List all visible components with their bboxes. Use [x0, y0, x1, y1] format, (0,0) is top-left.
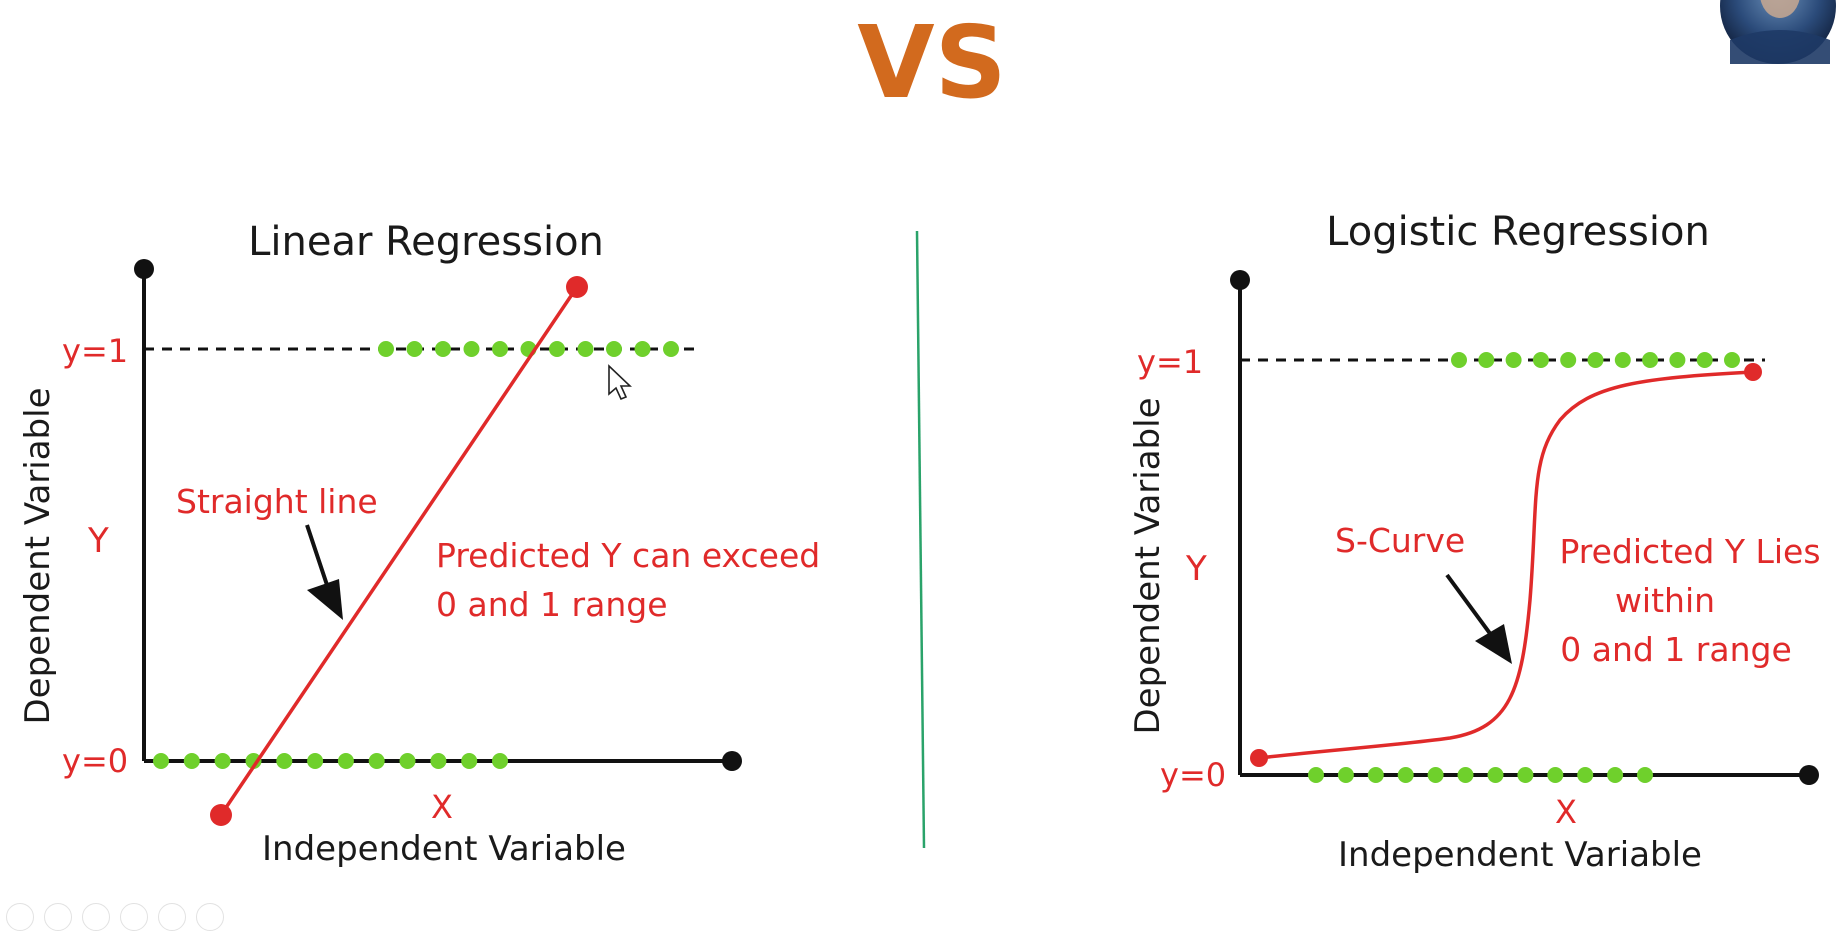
left-note-line2: 0 and 1 range — [436, 585, 668, 624]
right-x-axis-title: Independent Variable — [1338, 835, 1702, 875]
data-point-class1 — [1724, 352, 1740, 368]
left-y0-label: y=0 — [62, 742, 128, 780]
left-x-axis-title: Independent Variable — [262, 829, 626, 869]
control-circle-icon[interactable] — [120, 903, 148, 931]
data-point-class0 — [461, 753, 478, 769]
data-point-class0 — [1577, 767, 1594, 783]
right-note-line3: 0 and 1 range — [1560, 630, 1792, 669]
sigmoid-start-point — [1250, 749, 1268, 767]
data-point-class1 — [1478, 352, 1495, 368]
data-point-class0 — [1308, 767, 1324, 783]
right-y0-label: y=0 — [1160, 756, 1226, 794]
control-circle-icon[interactable] — [82, 903, 110, 931]
data-point-class1 — [1642, 352, 1659, 368]
straight-line-arrow — [305, 524, 343, 620]
left-y-axis-end-dot — [134, 259, 154, 279]
data-point-class0 — [1607, 767, 1624, 783]
linear-regression-line — [219, 286, 579, 816]
control-circle-icon[interactable] — [6, 903, 34, 931]
data-point-class0 — [1337, 767, 1354, 783]
s-curve-label: S-Curve — [1335, 521, 1465, 560]
data-point-class1 — [1614, 352, 1631, 368]
right-class1-points — [1451, 352, 1740, 368]
data-point-class1 — [463, 341, 480, 357]
data-point-class0 — [183, 753, 200, 769]
s-curve-arrow — [1445, 573, 1512, 664]
right-y-axis-end-dot — [1230, 270, 1250, 290]
data-point-class0 — [1637, 767, 1653, 783]
left-y-axis-title: Dependent Variable — [18, 388, 58, 725]
control-circle-icon[interactable] — [158, 903, 186, 931]
control-circle-icon[interactable] — [196, 903, 224, 931]
data-point-class1 — [435, 341, 451, 357]
data-point-class1 — [1505, 352, 1522, 368]
data-point-class0 — [1397, 767, 1414, 783]
center-divider — [915, 230, 926, 849]
right-class0-points — [1308, 767, 1653, 783]
data-point-class1 — [549, 341, 565, 357]
data-point-class0 — [1517, 767, 1534, 783]
data-point-class0 — [276, 753, 293, 769]
data-point-class1 — [634, 341, 651, 357]
mouse-pointer-icon — [608, 364, 632, 401]
data-point-class0 — [1457, 767, 1474, 783]
data-point-class1 — [1696, 352, 1713, 368]
data-point-class1 — [1532, 352, 1549, 368]
logistic-regression-panel: Logistic Regression y=1 y=0 Y X Dependen… — [1128, 209, 1821, 875]
data-point-class0 — [430, 753, 447, 769]
data-point-class0 — [399, 753, 416, 769]
data-point-class0 — [368, 753, 385, 769]
right-y-letter: Y — [1185, 549, 1207, 589]
data-point-class1 — [577, 341, 594, 357]
data-point-class1 — [606, 341, 622, 357]
straight-line-label: Straight line — [176, 482, 378, 521]
linear-regression-panel: Linear Regression y=1 y=0 Y X Dependent … — [18, 219, 820, 869]
left-x-letter: X — [431, 788, 453, 826]
data-point-class1 — [492, 341, 508, 357]
right-title: Logistic Regression — [1326, 209, 1710, 255]
data-point-class0 — [307, 753, 324, 769]
data-point-class1 — [663, 341, 679, 357]
right-note-line2: within — [1615, 581, 1715, 620]
data-point-class1 — [1587, 352, 1604, 368]
data-point-class0 — [1487, 767, 1504, 783]
data-point-class0 — [1547, 767, 1564, 783]
left-class0-points — [153, 753, 508, 769]
left-y1-label: y=1 — [62, 332, 128, 370]
vs-heading: VS — [857, 4, 1006, 121]
right-y1-label: y=1 — [1137, 343, 1203, 381]
sigmoid-end-point — [1744, 363, 1762, 381]
data-point-class1 — [378, 341, 394, 357]
data-point-class0 — [492, 753, 508, 769]
right-x-letter: X — [1555, 793, 1577, 831]
data-point-class0 — [153, 753, 169, 769]
right-note-line1: Predicted Y Lies — [1559, 532, 1820, 571]
left-class1-points — [378, 341, 679, 357]
data-point-class1 — [1669, 352, 1686, 368]
data-point-class0 — [1367, 767, 1384, 783]
data-point-class0 — [337, 753, 354, 769]
sigmoid-curve — [1258, 370, 1754, 760]
presenter-avatar — [1720, 0, 1836, 64]
right-y-axis-title: Dependent Variable — [1128, 398, 1168, 735]
control-circle-icon[interactable] — [44, 903, 72, 931]
left-y-letter: Y — [87, 521, 109, 561]
linear-line-start-point — [210, 804, 232, 826]
data-point-class0 — [1427, 767, 1444, 783]
left-x-axis-end-dot — [722, 751, 742, 771]
data-point-class1 — [1560, 352, 1577, 368]
left-title: Linear Regression — [248, 219, 604, 265]
linear-line-end-point — [566, 276, 588, 298]
right-x-axis-end-dot — [1799, 765, 1819, 785]
left-note-line1: Predicted Y can exceed — [436, 536, 820, 575]
data-point-class1 — [1451, 352, 1467, 368]
data-point-class0 — [214, 753, 231, 769]
data-point-class1 — [406, 341, 423, 357]
player-controls-strip — [0, 903, 224, 931]
data-point-class0 — [245, 753, 262, 769]
